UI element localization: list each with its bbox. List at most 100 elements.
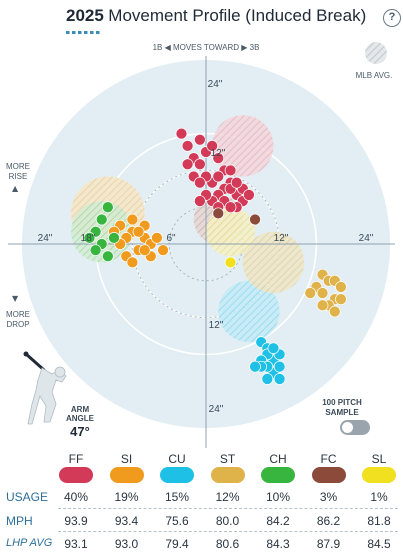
lhp-avg-cell-fc: 87.9 (316, 537, 341, 551)
pitch-point-ff (212, 152, 225, 164)
ring-label-top-outer: 24" (208, 79, 223, 90)
usage-cell-st: 12% (215, 490, 240, 504)
mph-cell-sl: 81.8 (367, 514, 391, 528)
usage-cell-cu: 15% (164, 490, 190, 504)
usage-cell-ff: 40% (63, 490, 89, 504)
pitch-point-cu (267, 342, 280, 355)
pitch-point-ff (181, 158, 194, 171)
pitch-type-header-st: ST (219, 452, 236, 466)
usage-cell-sl: 1% (370, 490, 388, 504)
pitch-point-cu (273, 360, 286, 373)
pitch-point-si (157, 244, 169, 256)
more-drop-label-1: MORE (6, 310, 30, 319)
pitch-point-st (304, 287, 317, 299)
lhp-avg-cell-si: 93.0 (114, 537, 139, 551)
pitch-point-si (126, 213, 139, 226)
pitch-point-ch (102, 250, 114, 263)
ring-label-top-inner: 12" (211, 148, 226, 159)
mph-cell-fc: 86.2 (316, 514, 341, 528)
lhp-avg-cell-cu: 79.4 (165, 537, 189, 551)
pitch-color-pill-st[interactable] (210, 467, 245, 483)
pitcher-silhouette-icon (23, 351, 67, 425)
more-rise-label-2: RISE (9, 172, 28, 181)
pitch-color-pill-ch[interactable] (261, 467, 295, 483)
ring-label-bottom-inner: 12" (209, 320, 224, 331)
pitch-point-st (316, 299, 329, 312)
chart-title: 2025 Movement Profile (Induced Break) (66, 6, 366, 32)
pitch-point-ff (230, 176, 243, 189)
pitch-point-st (328, 305, 341, 318)
drop-arrow-icon: ▼ (12, 294, 19, 303)
sample-toggle-label-1: 100 PITCH (322, 398, 362, 407)
pitch-point-st (335, 281, 347, 293)
usage-cell-ch: 10% (265, 490, 291, 504)
pitch-point-fc (249, 213, 261, 226)
pitch-point-ff (206, 140, 218, 152)
pitch-point-sl (224, 256, 237, 269)
pitch-point-ff (181, 140, 194, 152)
mlb-avg-zone-cu (218, 280, 280, 343)
usage-row-label: USAGE (6, 490, 49, 504)
rise-arrow-icon: ▲ (12, 184, 19, 193)
pitch-type-header-fc: FC (320, 452, 337, 466)
pitch-point-ff (243, 189, 255, 201)
pitch-color-pill-cu[interactable] (160, 467, 194, 483)
ring-label-right-outer: 24" (359, 233, 374, 244)
pitch-point-st (316, 287, 329, 299)
pitch-point-ff (194, 176, 206, 189)
pitch-color-pill-ff[interactable] (59, 467, 93, 483)
pitch-point-cu (249, 360, 261, 373)
ring-label-right-inner: 12" (274, 233, 289, 244)
pitch-point-ff (224, 201, 237, 214)
pitch-color-pill-sl[interactable] (362, 467, 396, 483)
mlb-avg-legend-icon (365, 42, 387, 64)
pitch-point-ff (194, 195, 206, 207)
ring-label-left-mid: 18" (81, 233, 96, 244)
title-underline (66, 31, 102, 34)
help-icon[interactable]: ? (383, 9, 401, 27)
arm-angle-value: 47° (70, 424, 90, 439)
usage-cell-fc: 3% (319, 490, 338, 504)
pitch-color-pill-fc[interactable] (311, 467, 346, 483)
sample-toggle-label-2: SAMPLE (325, 408, 359, 417)
pitch-type-header-ch: CH (269, 452, 287, 466)
more-rise-label-1: MORE (6, 162, 30, 171)
row-divider (58, 531, 398, 532)
pitch-point-si (138, 244, 151, 256)
mph-cell-si: 93.4 (114, 514, 139, 528)
mph-cell-ff: 93.9 (64, 514, 88, 528)
mph-cell-cu: 75.6 (165, 514, 189, 528)
arm-angle-label-2: ANGLE (66, 414, 94, 423)
pitch-point-ff (175, 127, 188, 140)
sample-toggle-label: 100 PITCH SAMPLE (318, 398, 366, 418)
arm-angle-label: ARM ANGLE (60, 405, 100, 423)
pitch-table: USAGE MPH LHP AVG FF 40% 93.9 93.1 SI 19% 93.4… (0, 450, 403, 553)
pitch-point-ff (212, 170, 225, 183)
pitch-point-si (132, 225, 145, 238)
pitch-type-header-ff: FF (68, 452, 84, 466)
lhp-avg-cell-ff: 93.1 (64, 537, 88, 551)
pitch-point-st (335, 293, 347, 306)
mph-cell-ch: 84.2 (266, 514, 290, 528)
pitch-point-si (126, 256, 139, 269)
lhp-avg-row-label: LHP AVG (6, 537, 53, 549)
pitch-point-ch (108, 232, 120, 244)
pitch-type-header-cu: CU (168, 452, 186, 466)
mph-row-label: MPH (6, 514, 33, 528)
pitch-point-si (151, 232, 163, 244)
more-drop-label-2: DROP (6, 320, 29, 329)
ring-label-bottom-outer: 24" (209, 404, 224, 415)
pitch-point-ch (102, 201, 114, 214)
direction-label: 1B ◀ MOVES TOWARD ▶ 3B (153, 43, 260, 52)
mlb-avg-label: MLB AVG. (356, 71, 393, 80)
sample-toggle[interactable] (340, 420, 370, 435)
pitch-type-header-si: SI (120, 452, 133, 466)
title-year: 2025 (66, 6, 104, 25)
pitch-point-cu (261, 373, 274, 385)
lhp-avg-cell-sl: 84.5 (367, 537, 391, 551)
pitch-color-pill-si[interactable] (109, 467, 144, 483)
sample-toggle-knob (342, 422, 353, 433)
pitch-point-ff (194, 158, 206, 171)
pitch-point-ch (83, 232, 96, 244)
pitch-point-cu (273, 373, 286, 385)
